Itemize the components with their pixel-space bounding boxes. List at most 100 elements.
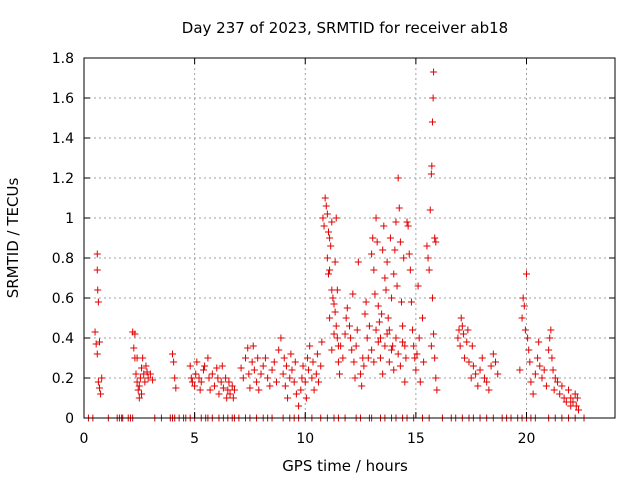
data-point [326,314,334,322]
data-point [429,94,437,102]
data-point [172,384,180,392]
x-tick-label: 15 [407,431,425,447]
data-point [188,378,196,386]
data-point [364,354,372,362]
y-tick-label: 1.4 [52,131,74,147]
data-point [248,358,256,366]
data-point [485,386,493,394]
data-point [222,374,230,382]
data-point [255,386,263,394]
data-point [400,254,408,262]
data-point [330,300,338,308]
data-point [142,362,150,370]
data-point [342,314,350,322]
data-point [98,374,106,382]
data-point [433,386,441,394]
data-point [372,214,380,222]
data-point [333,286,341,294]
data-point [350,358,358,366]
data-point [369,234,377,242]
data-point [521,326,529,334]
data-point [244,344,252,352]
data-point [346,322,353,330]
data-point [313,350,321,358]
data-point [331,258,339,266]
data-point [395,204,403,212]
data-point [196,386,204,394]
data-point [399,322,407,330]
data-point [329,294,337,302]
data-point [308,374,316,382]
data-point [330,330,338,338]
data-point [149,376,157,384]
data-point [138,364,146,372]
data-point [432,238,440,246]
data-point [333,334,341,342]
data-point [191,382,199,390]
data-point [324,270,332,278]
data-point [388,294,396,302]
data-point [230,386,238,394]
x-tick-label: 10 [296,431,314,447]
data-point [343,304,351,312]
data-point [430,68,438,76]
data-point [383,258,391,266]
data-point [286,374,294,382]
data-point [353,326,361,334]
data-point [133,378,141,386]
data-point [217,378,225,386]
data-point [560,394,568,402]
data-point [205,374,213,382]
data-point [253,378,261,386]
data-point [534,354,542,362]
x-tick-label: 5 [190,431,199,447]
data-point [459,330,467,338]
data-point [489,350,497,358]
data-point [431,354,439,362]
data-point [546,334,554,342]
y-tick-label: 0.6 [52,291,74,307]
data-point [368,346,376,354]
data-point [468,342,476,350]
data-point [519,294,527,302]
data-point [556,390,564,398]
data-point [134,386,142,394]
data-point [529,390,537,398]
data-point [95,338,103,346]
data-point [420,358,428,366]
data-point [549,366,557,374]
data-point [131,330,139,338]
data-point [551,374,559,382]
data-point [298,374,306,382]
data-point [412,366,420,374]
data-point [197,378,205,386]
data-point [524,334,532,342]
data-point [357,370,365,378]
data-point [458,322,466,330]
data-point [138,390,146,398]
data-point [363,334,371,342]
data-point [94,378,102,386]
data-point [130,344,138,352]
data-point [483,378,491,386]
data-point [427,342,435,350]
data-point [428,294,436,302]
data-point [320,222,328,230]
data-point [376,354,384,362]
data-point [365,322,373,330]
data-point [229,394,237,402]
data-point [381,274,389,282]
data-point [478,354,486,362]
data-point [214,374,222,382]
data-point [352,342,360,350]
data-point [287,350,295,358]
data-point [379,246,387,254]
data-point [239,374,247,382]
data-point [378,310,386,318]
data-point [351,374,359,382]
data-point [545,346,553,354]
data-point [431,234,439,242]
data-point [492,358,500,366]
data-point [474,382,482,390]
data-point [456,342,464,350]
